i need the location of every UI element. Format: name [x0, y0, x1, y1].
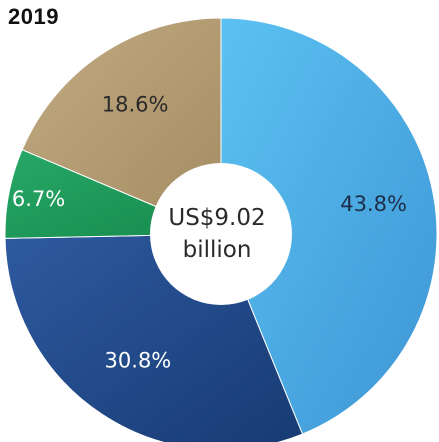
chart-title: 2019	[8, 4, 59, 29]
center-label-amount: US$9.02	[168, 205, 265, 231]
center-label-unit: billion	[183, 237, 252, 263]
pie-slice-43-8pct	[220, 17, 438, 435]
slice-label-6-7pct: 6.7%	[12, 187, 65, 211]
slice-label-18-6pct: 18.6%	[102, 92, 169, 116]
slice-label-43-8pct: 43.8%	[340, 192, 407, 216]
slice-label-30-8pct: 30.8%	[105, 348, 172, 372]
center-hole	[150, 163, 292, 305]
pie-slice-18-6pct	[21, 17, 222, 235]
